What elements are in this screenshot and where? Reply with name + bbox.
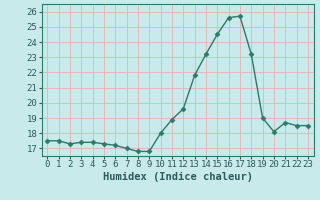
X-axis label: Humidex (Indice chaleur): Humidex (Indice chaleur) <box>103 172 252 182</box>
